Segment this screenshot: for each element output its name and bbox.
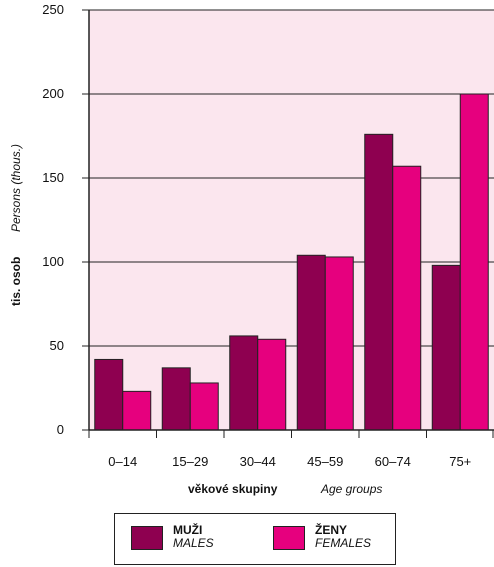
bar <box>94 358 124 431</box>
bar <box>257 338 287 431</box>
y-tick-label: 100 <box>42 254 64 269</box>
legend-main-males: MUŽI <box>173 523 203 537</box>
bars <box>94 93 489 431</box>
x-tick-label: 75+ <box>449 454 471 469</box>
legend-sub-males: MALES <box>173 536 214 550</box>
bar <box>189 382 219 431</box>
legend-main-females: ŽENY <box>315 523 348 537</box>
x-tick-label: 60–74 <box>375 454 411 469</box>
bar <box>122 390 152 431</box>
legend-item-males: MUŽI MALES <box>131 524 214 550</box>
bar <box>229 335 259 431</box>
legend: MUŽI MALES ŽENY FEMALES <box>114 513 396 565</box>
x-tick-label: 45–59 <box>307 454 343 469</box>
x-axis-label-sub: Age groups <box>320 482 382 496</box>
x-tick-labels: 0–14 15–29 30–44 45–59 60–74 75+ <box>108 454 471 469</box>
bar <box>296 254 326 431</box>
axes <box>82 9 494 438</box>
y-axis-label-main: tis. osob <box>9 257 23 306</box>
x-tick-label: 0–14 <box>108 454 137 469</box>
legend-label-males: MUŽI MALES <box>173 524 214 550</box>
y-tick-label: 250 <box>42 2 64 17</box>
x-axis-label-main: věkové skupiny <box>188 482 278 496</box>
legend-swatch-females <box>273 526 305 550</box>
legend-label-females: ŽENY FEMALES <box>315 524 371 550</box>
gridlines <box>89 9 494 347</box>
bar <box>161 367 191 431</box>
y-tick-label: 200 <box>42 86 64 101</box>
plot-background <box>89 10 494 430</box>
bar-chart: 0 50 100 150 200 250 0–14 15–29 30–44 45–59 60–74… <box>9 2 494 496</box>
y-tick-label: 150 <box>42 170 64 185</box>
bar <box>392 165 422 431</box>
y-tick-label: 50 <box>50 338 64 353</box>
legend-sub-females: FEMALES <box>315 536 372 550</box>
y-tick-label: 0 <box>57 422 64 437</box>
y-tick-labels: 0 50 100 150 200 250 <box>42 2 64 437</box>
bar <box>431 264 461 431</box>
x-tick-label: 30–44 <box>240 454 276 469</box>
bar <box>459 93 489 431</box>
legend-item-females: ŽENY FEMALES <box>273 524 371 550</box>
bar <box>324 256 354 431</box>
y-axis-label-sub: Persons (thous.) <box>9 144 23 232</box>
bar <box>364 133 394 431</box>
legend-swatch-males <box>131 526 163 550</box>
x-tick-label: 15–29 <box>172 454 208 469</box>
